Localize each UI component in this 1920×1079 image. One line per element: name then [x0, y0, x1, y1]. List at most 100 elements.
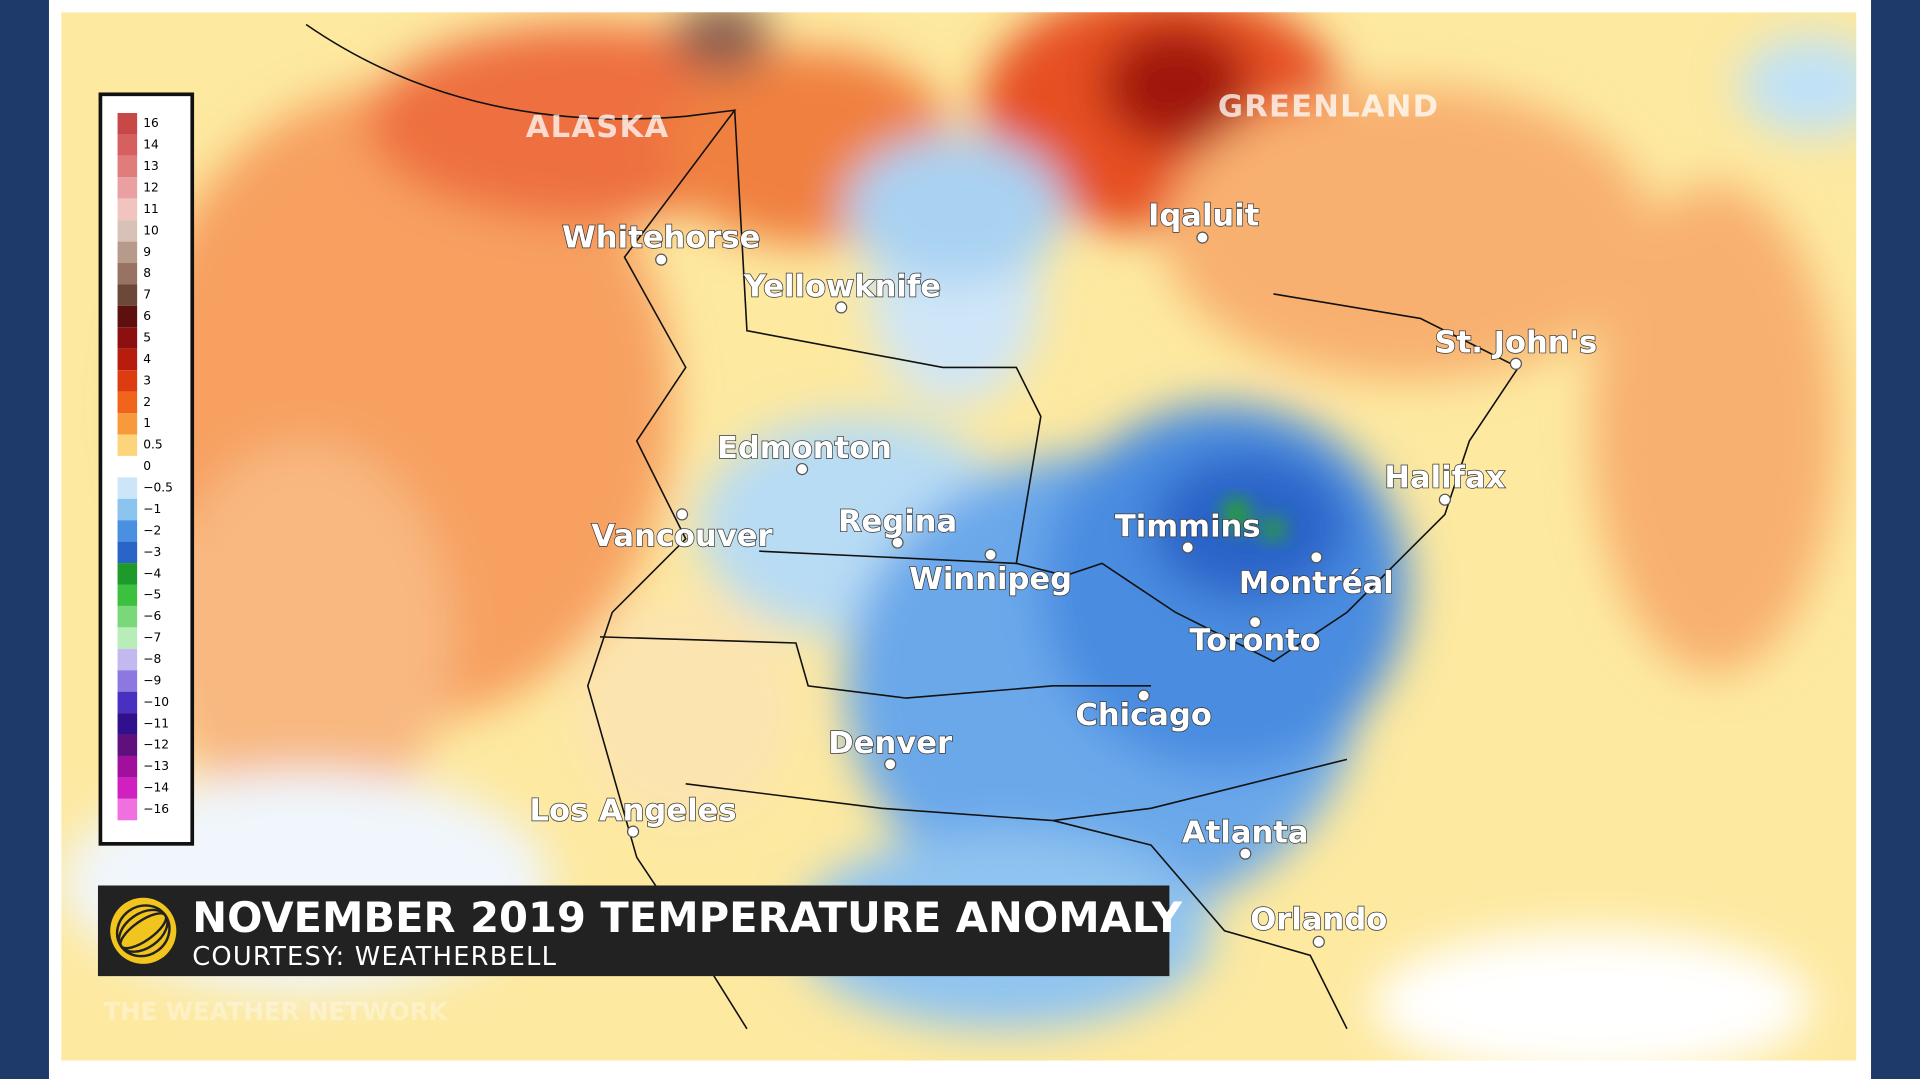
- city-label: St. John's: [1435, 326, 1598, 361]
- legend-label: 6: [143, 309, 151, 323]
- legend-swatch: [117, 348, 138, 371]
- legend-swatch: [117, 263, 138, 285]
- city-label: Chicago: [1075, 698, 1211, 733]
- legend-swatch: [117, 541, 138, 564]
- city-label: Edmonton: [717, 431, 892, 466]
- city-marker: [884, 758, 897, 771]
- city-label: Toronto: [1189, 623, 1320, 658]
- legend-label: 12: [143, 180, 159, 194]
- city-label: Halifax: [1384, 460, 1505, 495]
- legend-swatch: [117, 391, 138, 414]
- legend-swatch: [117, 370, 138, 392]
- legend-label: 14: [143, 138, 159, 152]
- legend-swatch: [117, 305, 138, 328]
- city-marker: [655, 253, 668, 266]
- legend-label: 13: [143, 159, 159, 173]
- title-bar: NOVEMBER 2019 TEMPERATURE ANOMALY COURTE…: [97, 885, 1183, 977]
- city-marker: [1239, 847, 1252, 860]
- city-label: Yellowknife: [743, 269, 941, 304]
- legend-label: 0.5: [143, 438, 162, 452]
- city-label: Iqaluit: [1148, 198, 1259, 233]
- city-label: Timmins: [1115, 509, 1261, 544]
- legend-swatch: [117, 434, 138, 456]
- region-label: GREENLAND: [1218, 89, 1439, 124]
- city-marker: [1312, 935, 1325, 948]
- legend-label: 5: [143, 331, 151, 345]
- city-label: Denver: [828, 726, 952, 761]
- city-marker: [835, 301, 848, 314]
- legend-swatch: [117, 327, 138, 349]
- legend-label: 9: [143, 245, 151, 259]
- city-marker: [1310, 551, 1323, 564]
- city-label: Los Angeles: [530, 794, 737, 829]
- city-marker: [795, 462, 809, 476]
- region-label: ALASKA: [526, 110, 670, 145]
- legend-swatch: [117, 498, 138, 521]
- legend-swatch: [117, 134, 138, 156]
- city-marker: [1181, 541, 1194, 554]
- legend-swatch: [117, 691, 138, 714]
- legend-label: −0.5: [143, 481, 173, 495]
- city-marker: [1137, 689, 1150, 702]
- legend-swatch: [117, 455, 138, 478]
- legend: 16 14 13 12 11 10 9 8 7 6 5 4 3 2 1 0.5 0 −0.5 −1 −2 −3 −4 −5 −…: [98, 92, 195, 846]
- legend-swatch: [117, 220, 138, 242]
- legend-swatch: [117, 670, 138, 692]
- legend-label: −6: [143, 609, 161, 623]
- legend-swatch: [117, 605, 138, 628]
- legend-label: 0: [143, 459, 151, 473]
- city-marker: [1509, 357, 1523, 370]
- watermark: THE WEATHER NETWORK: [103, 997, 448, 1026]
- legend-label: 11: [143, 202, 159, 216]
- legend-label: −10: [143, 695, 169, 709]
- city-marker: [984, 548, 997, 561]
- legend-swatch: [117, 563, 138, 585]
- legend-label: −4: [143, 566, 161, 580]
- legend-swatch: [117, 777, 138, 799]
- legend-swatch: [117, 477, 138, 499]
- legend-swatch: [117, 734, 138, 756]
- legend-label: −8: [143, 652, 161, 666]
- courtesy: COURTESY: WEATHERBELL: [192, 942, 557, 972]
- legend-label: 8: [143, 266, 151, 280]
- legend-swatch: [117, 284, 138, 306]
- city-label: Regina: [838, 505, 957, 540]
- logo-lines: [115, 904, 171, 958]
- legend-label: −12: [143, 738, 169, 752]
- city-marker: [1196, 231, 1209, 244]
- legend-label: −2: [143, 523, 161, 537]
- legend-swatch: [117, 177, 138, 199]
- legend-swatch: [117, 112, 138, 135]
- city-label: Whitehorse: [562, 220, 760, 255]
- city-marker: [626, 825, 640, 838]
- legend-label: −5: [143, 588, 161, 602]
- legend-label: −11: [143, 716, 169, 730]
- legend-label: −3: [143, 545, 161, 559]
- city-marker: [1438, 493, 1452, 506]
- city-label: Winnipeg: [909, 562, 1072, 597]
- city-marker: [675, 508, 689, 521]
- city-label: Montréal: [1239, 566, 1394, 601]
- legend-swatch: [117, 155, 138, 178]
- legend-label: −9: [143, 673, 161, 687]
- legend-label: 3: [143, 373, 151, 387]
- legend-label: −7: [143, 631, 161, 645]
- legend-swatch: [117, 798, 138, 821]
- legend-swatch: [117, 755, 138, 778]
- legend-label: 7: [143, 288, 151, 302]
- city-marker: [1248, 616, 1262, 629]
- city-marker: [891, 536, 904, 549]
- city-label: Orlando: [1250, 903, 1387, 938]
- legend-label: −14: [143, 781, 169, 795]
- legend-swatch: [117, 584, 138, 606]
- legend-swatch: [117, 648, 138, 671]
- legend-label: −16: [143, 802, 169, 816]
- legend-label: −1: [143, 502, 161, 516]
- legend-label: −13: [143, 759, 169, 773]
- legend-swatch: [117, 198, 138, 221]
- title-background: [97, 885, 1170, 977]
- anomaly-field: [61, 12, 1857, 1061]
- legend-swatch: [117, 413, 138, 435]
